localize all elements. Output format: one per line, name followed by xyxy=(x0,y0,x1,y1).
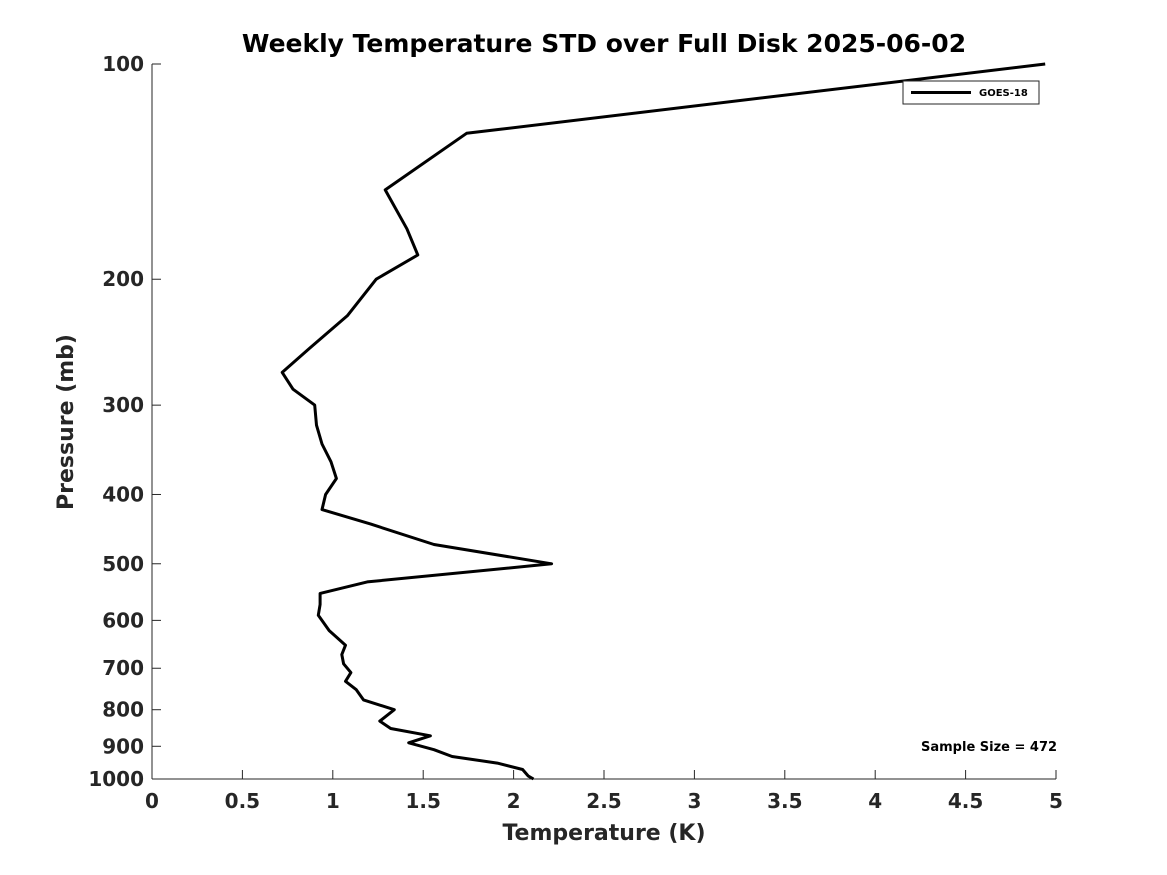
y-tick-label: 1000 xyxy=(88,767,144,791)
y-tick-label: 800 xyxy=(102,698,144,722)
x-tick-label: 3.5 xyxy=(767,789,802,813)
y-tick-label: 100 xyxy=(102,52,144,76)
y-tick-label: 600 xyxy=(102,608,144,632)
x-tick-label: 5 xyxy=(1049,789,1063,813)
legend-label: GOES-18 xyxy=(979,88,1028,99)
y-tick-label: 700 xyxy=(102,656,144,680)
x-tick-label: 2.5 xyxy=(586,789,621,813)
x-tick-label: 0 xyxy=(145,789,159,813)
y-tick-label: 300 xyxy=(102,393,144,417)
x-tick-label: 4.5 xyxy=(948,789,983,813)
series-line-goes-18 xyxy=(280,62,1046,781)
x-tick-label: 2 xyxy=(507,789,521,813)
y-tick-label: 500 xyxy=(102,552,144,576)
y-tick-label: 200 xyxy=(102,267,144,291)
sample-size-annotation: Sample Size = 472 xyxy=(921,740,1057,755)
y-axis-ticks: 100 200 300 400 500 600 700 800 900 1000 xyxy=(88,52,161,791)
y-tick-label: 900 xyxy=(102,734,144,758)
plot-area xyxy=(152,64,1056,779)
legend: GOES-18 xyxy=(902,80,1040,105)
y-tick-label: 400 xyxy=(102,482,144,506)
x-axis-ticks: 0 0.5 1 1.5 2 2.5 3 3.5 4 4.5 5 xyxy=(145,770,1063,813)
y-axis-label: Pressure (mb) xyxy=(54,334,79,510)
x-tick-label: 1 xyxy=(326,789,340,813)
x-tick-label: 0.5 xyxy=(225,789,260,813)
x-axis-label: Temperature (K) xyxy=(502,821,705,846)
x-tick-label: 1.5 xyxy=(405,789,440,813)
chart-title: Weekly Temperature STD over Full Disk 20… xyxy=(242,29,966,58)
x-tick-label: 4 xyxy=(868,789,882,813)
x-tick-label: 3 xyxy=(687,789,701,813)
